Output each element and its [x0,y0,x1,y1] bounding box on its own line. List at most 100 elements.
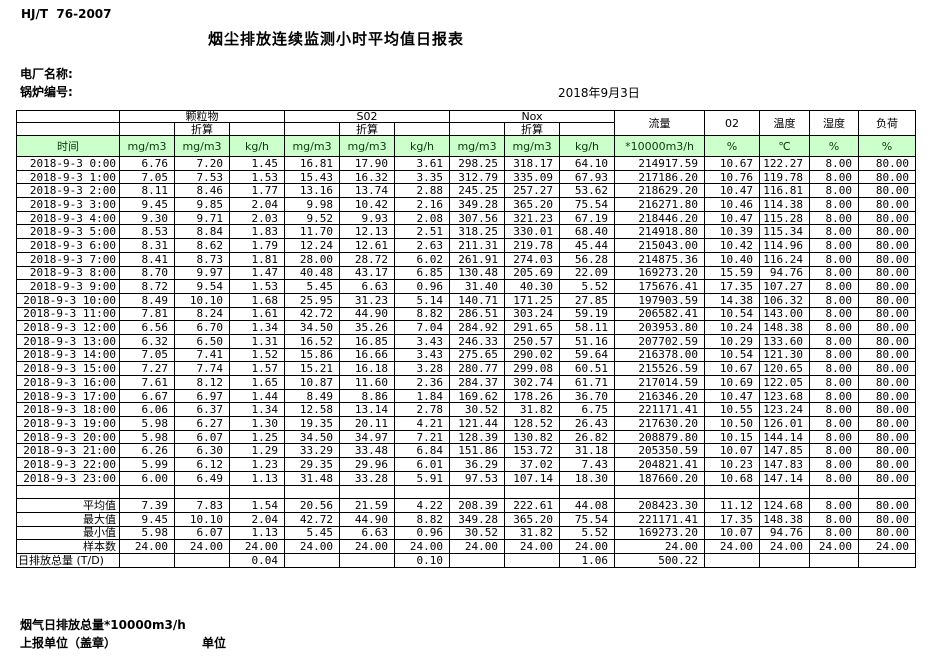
value-cell: 114.38 [759,197,811,212]
value-cell: 8.00 [809,429,860,445]
value-cell: 24.00 [858,539,917,554]
value-cell [504,552,561,568]
summary-label: 样本数 [16,539,120,554]
time-cell: 2018-9-3 16:00 [16,375,120,390]
data-row: 2018-9-3 23:00 6.00 6.49 1.13 31.48 33.28 5.91… [16,470,917,486]
value-cell: 0.96 [394,279,451,294]
value-cell: 1.25 [228,429,286,445]
value-cell: 257.27 [504,183,561,199]
value-cell: 318.25 [449,224,506,240]
value-cell: 6.07 [174,429,230,445]
data-row: 2018-9-3 10:00 8.49 10.10 1.68 25.95 31.23 5.1… [16,292,917,308]
data-row: 2018-9-3 15:00 7.27 7.74 1.57 15.21 16.18 3.28… [16,361,917,376]
report-date: 2018年9月3日 [558,86,640,100]
summary-row: 最小值 5.98 6.07 1.13 5.45 6.63 0.96 30.52 31.82 5.5… [16,525,917,541]
value-cell: 17.90 [339,156,396,171]
page-title: 烟尘排放连续监测小时平均值日报表 [208,30,465,48]
value-cell: 80.00 [858,347,917,363]
header-blank-cell [559,122,616,136]
value-cell [614,484,706,500]
value-cell: 8.00 [809,265,860,281]
value-cell: 5.45 [284,525,341,541]
time-cell: 2018-9-3 5:00 [16,224,120,240]
unit-cell: *10000m3/h [614,135,706,157]
value-cell: 318.17 [504,156,561,171]
value-cell: 6.30 [174,443,230,459]
value-cell: 15.59 [704,265,761,281]
table-body: 2018-9-3 0:00 6.76 7.20 1.45 16.81 17.90 3.61 2… [16,156,917,568]
value-cell: 261.91 [449,251,506,267]
value-cell: 28.72 [339,251,396,267]
time-cell [16,484,120,500]
value-cell: 26.82 [559,429,616,445]
value-cell: 302.74 [504,375,561,390]
boiler-number-label: 锅炉编号: [20,85,73,99]
value-cell: 80.00 [858,279,917,294]
value-cell: 10.42 [704,238,761,253]
value-cell: 80.00 [858,183,917,199]
value-cell: 12.61 [339,238,396,253]
value-cell: 33.48 [339,443,396,459]
value-cell: 1.47 [228,265,286,281]
time-cell: 2018-9-3 7:00 [16,251,120,267]
value-cell: 123.24 [759,402,811,418]
header-units-row: 时间 mg/m3 mg/m3 kg/h mg/m3 mg/m3 kg/h mg/… [16,135,917,157]
data-row: 2018-9-3 5:00 8.53 8.84 1.83 11.70 12.13 2.51 3… [16,224,917,240]
value-cell: 218446.20 [614,210,706,226]
value-cell: 10.24 [704,320,761,335]
value-cell: 10.29 [704,333,761,349]
value-cell: 216271.80 [614,197,706,212]
value-cell: 169.62 [449,388,506,404]
value-cell: 16.85 [339,333,396,349]
value-cell: 128.52 [504,416,561,431]
value-cell: 75.54 [559,511,616,527]
value-cell: 22.09 [559,265,616,281]
value-cell: 6.06 [119,402,175,418]
value-cell: 284.92 [449,320,506,335]
value-cell: 214875.36 [614,251,706,267]
value-cell: 3.43 [394,347,451,363]
value-cell: 9.93 [339,210,396,226]
value-cell: 8.73 [174,251,230,267]
value-cell: 24.00 [704,539,761,554]
value-cell: 35.26 [339,320,396,335]
data-row: 2018-9-3 3:00 9.45 9.85 2.04 9.98 10.42 2.16 34… [16,197,917,212]
value-cell: 33.29 [284,443,341,459]
value-cell: 8.00 [809,320,860,335]
value-cell: 11.60 [339,375,396,390]
value-cell [119,484,175,500]
summary-row: 最大值 9.45 10.10 2.04 42.72 44.90 8.82 349.28 365.… [16,511,917,527]
summary-row: 平均值 7.39 7.83 1.54 20.56 21.59 4.22 208.39 222.6… [16,498,917,513]
value-cell: 280.77 [449,361,506,376]
unit-cell: kg/h [559,135,616,157]
value-cell: 214917.59 [614,156,706,171]
value-cell: 80.00 [858,457,917,472]
data-row: 2018-9-3 1:00 7.05 7.53 1.53 15.43 16.32 3.35 3… [16,169,917,185]
value-cell: 80.00 [858,292,917,308]
value-cell: 0.96 [394,525,451,541]
value-cell: 2.04 [228,511,286,527]
value-cell: 284.37 [449,375,506,390]
value-cell: 19.35 [284,416,341,431]
value-cell: 122.05 [759,375,811,390]
value-cell: 24.00 [759,539,811,554]
data-row: 2018-9-3 22:00 5.99 6.12 1.23 29.35 29.96 6.01… [16,457,917,472]
value-cell: 8.00 [809,279,860,294]
value-cell: 80.00 [858,224,917,240]
header-sub-row: 折算 折算 折算 [16,122,916,136]
value-cell: 8.00 [809,306,860,322]
value-cell: 2.88 [394,183,451,199]
value-cell: 8.70 [119,265,175,281]
value-cell: 215043.00 [614,238,706,253]
value-cell: 3.61 [394,156,451,171]
value-cell: 6.63 [339,525,396,541]
value-cell: 217014.59 [614,375,706,390]
value-cell: 40.48 [284,265,341,281]
value-cell: 7.81 [119,306,175,322]
value-cell: 1.31 [228,333,286,349]
value-cell: 11.70 [284,224,341,240]
value-cell: 10.23 [704,457,761,472]
value-cell: 6.97 [174,388,230,404]
value-cell: 9.98 [284,197,341,212]
value-cell: 59.64 [559,347,616,363]
